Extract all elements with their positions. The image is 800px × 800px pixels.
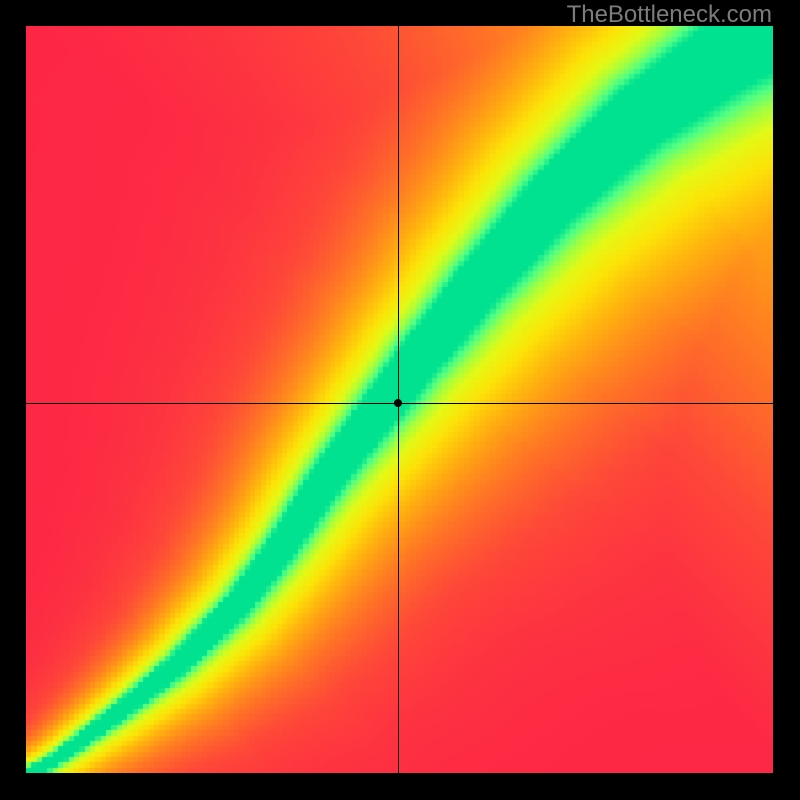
chart-container: TheBottleneck.com	[0, 0, 800, 800]
watermark-text: TheBottleneck.com	[567, 1, 772, 29]
